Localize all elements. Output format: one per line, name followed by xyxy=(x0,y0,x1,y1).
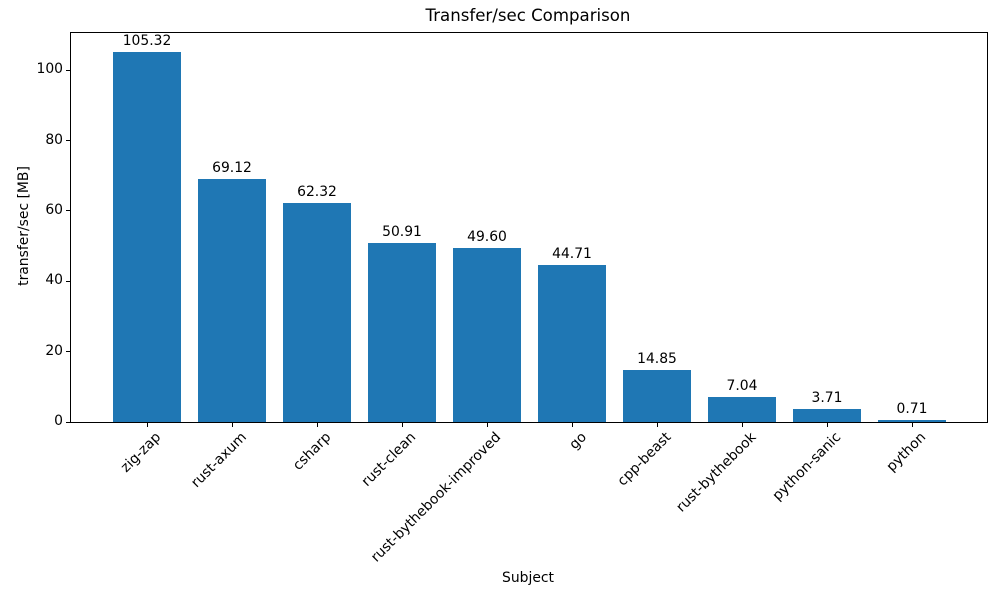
x-tick-label-text: python xyxy=(883,429,930,475)
bar xyxy=(708,397,776,422)
y-tick-label: 20 xyxy=(45,342,63,359)
x-tick-mark xyxy=(656,423,658,427)
bar xyxy=(198,178,266,422)
x-tick-label-text: rust-clean xyxy=(359,429,420,490)
bar xyxy=(113,51,181,422)
y-tick-label: 0 xyxy=(54,413,63,430)
bar-value-label: 14.85 xyxy=(637,350,677,367)
x-tick-label-text: csharp xyxy=(290,429,335,474)
x-tick-mark xyxy=(741,423,743,427)
bar-value-label: 0.71 xyxy=(896,400,928,417)
bar xyxy=(368,242,436,422)
x-tick-mark xyxy=(401,423,403,427)
bar-value-label: 7.04 xyxy=(726,378,758,395)
bar-value-label: 105.32 xyxy=(122,32,172,49)
x-tick-mark xyxy=(486,423,488,427)
y-axis-label: transfer/sec [MB] xyxy=(16,166,32,286)
x-tick-label-text: rust-axum xyxy=(187,429,250,492)
bar xyxy=(538,264,606,422)
bar xyxy=(793,408,861,422)
bar-value-label: 49.60 xyxy=(467,228,507,245)
y-tick-mark xyxy=(66,280,70,282)
y-tick-label: 40 xyxy=(45,272,63,289)
bar xyxy=(878,419,946,422)
x-tick-label-text: rust-bythebook xyxy=(673,429,760,516)
bar-value-label: 3.71 xyxy=(811,390,843,407)
y-tick-mark xyxy=(66,69,70,71)
x-tick-label-text: go xyxy=(566,429,590,453)
bar xyxy=(283,202,351,422)
bar xyxy=(453,247,521,422)
y-tick-mark xyxy=(66,351,70,353)
x-tick-mark xyxy=(826,423,828,427)
y-tick-mark xyxy=(66,140,70,142)
x-axis-label: Subject xyxy=(502,570,554,586)
bar xyxy=(623,369,691,422)
x-tick-label-text: zig-zap xyxy=(118,429,165,476)
x-tick-mark xyxy=(231,423,233,427)
bar-value-label: 44.71 xyxy=(552,245,592,262)
x-tick-mark xyxy=(911,423,913,427)
y-tick-label: 60 xyxy=(45,201,63,218)
y-tick-mark xyxy=(66,421,70,423)
x-tick-label-text: cpp-beast xyxy=(614,429,675,490)
bar-value-label: 62.32 xyxy=(297,183,337,200)
x-tick-mark xyxy=(146,423,148,427)
x-tick-label-text: python-sanic xyxy=(769,429,845,505)
x-tick-mark xyxy=(316,423,318,427)
plot-area: 0 20 40 60 80 100 105.32 zig-zap 69.12 rust-axum 6… xyxy=(36,32,988,565)
y-tick-label: 80 xyxy=(45,131,63,148)
y-tick-mark xyxy=(66,210,70,212)
bar-value-label: 50.91 xyxy=(382,224,422,241)
x-tick-mark xyxy=(571,423,573,427)
y-tick-label: 100 xyxy=(36,61,63,78)
chart-title: Transfer/sec Comparison xyxy=(425,6,631,25)
bar-value-label: 69.12 xyxy=(212,159,252,176)
